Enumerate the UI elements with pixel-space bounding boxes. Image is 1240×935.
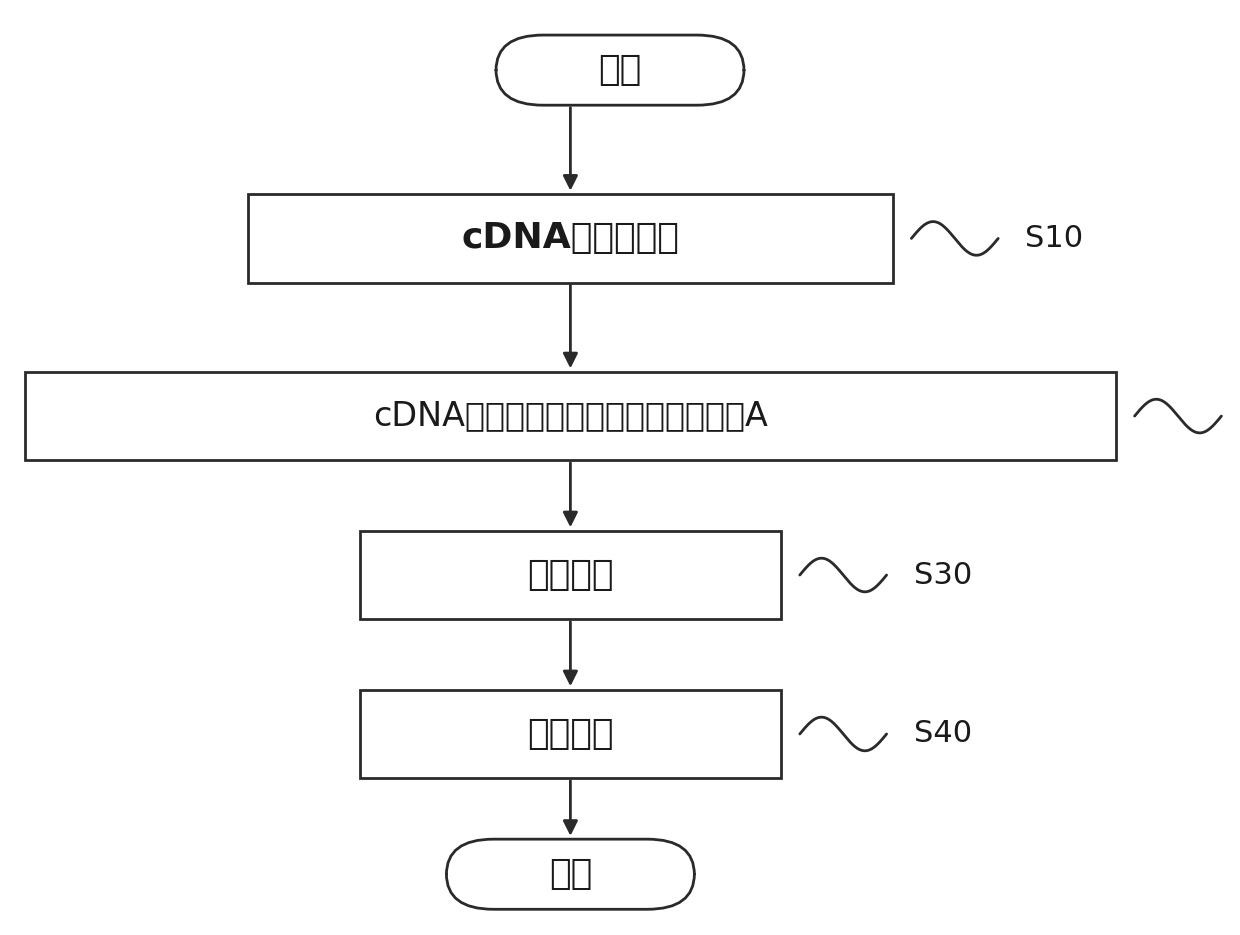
Text: S30: S30 [914,560,972,590]
Text: 接头连接: 接头连接 [527,558,614,592]
Text: S40: S40 [914,719,972,749]
FancyBboxPatch shape [446,840,694,909]
Bar [248,194,893,282]
Text: 结束: 结束 [549,857,591,891]
Text: cDNA第二链合成、末端修复和末端加A: cDNA第二链合成、末端修复和末端加A [373,399,768,433]
Text: 文库扩增: 文库扩增 [527,717,614,751]
FancyBboxPatch shape [496,35,744,105]
Bar [360,531,781,619]
Bar [360,690,781,778]
Text: cDNA第一链合成: cDNA第一链合成 [461,222,680,255]
Bar [25,371,1116,460]
Text: S10: S10 [1025,223,1084,253]
Text: 开始: 开始 [599,53,641,87]
